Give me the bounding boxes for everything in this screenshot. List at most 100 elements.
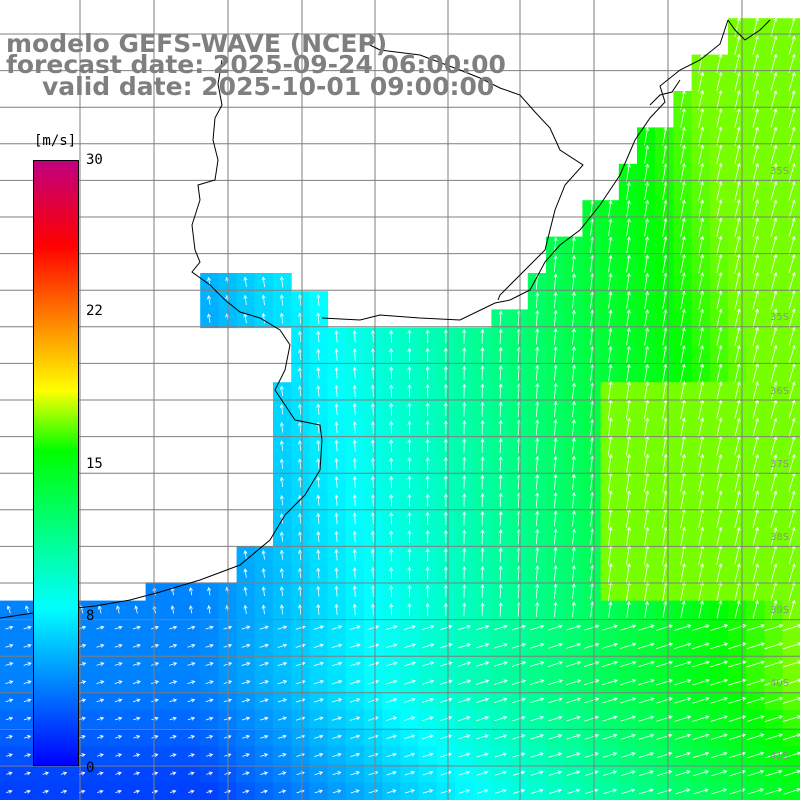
wind-arrow [644,490,650,511]
wind-arrow [334,603,339,615]
wind-arrow [403,625,416,631]
wind-arrow [457,624,472,631]
wind-arrow [298,567,303,579]
wind-arrow [78,625,87,630]
wind-arrow [480,492,485,508]
lat-label-37s: 37S [770,459,790,470]
wind-arrow [425,529,430,544]
wind-arrow [590,309,595,327]
wind-arrow [571,473,576,491]
wind-arrow [656,624,674,631]
wind-arrow [133,735,141,739]
wind-arrow [529,679,545,685]
wind-arrow [680,417,686,438]
wind-arrow [770,162,778,183]
wind-arrow [458,716,471,722]
wind-arrow [151,753,159,758]
wind-arrow [716,490,723,510]
wind-arrow [571,455,576,472]
wind-arrow [590,236,595,254]
wind-arrow [680,108,686,128]
wind-arrow [512,770,526,776]
wind-arrow [553,510,558,527]
wind-arrow [644,600,649,618]
wind-arrow [680,327,686,346]
wind-arrow [662,272,668,291]
wind-arrow [480,365,485,381]
wind-arrow [78,662,87,666]
wind-arrow [698,581,705,602]
wind-arrow [770,35,778,55]
wind-arrow [770,581,778,601]
wind-arrow [421,697,435,703]
wind-arrow [590,346,595,364]
wind-arrow [243,549,248,560]
wind-arrow [680,144,686,164]
wind-arrow [331,698,343,703]
wind-arrow [788,308,796,328]
wind-arrow [114,662,123,666]
wind-arrow [350,789,360,794]
wind-arrow [480,347,485,362]
wind-arrow [770,217,778,237]
wind-arrow [716,217,723,237]
wind-arrow [207,586,212,596]
wind-arrow [259,625,269,630]
wind-arrow [243,294,248,306]
wind-arrow [370,566,375,579]
wind-arrow [734,563,741,583]
wind-arrow [241,661,251,666]
wind-arrow [368,734,379,739]
wind-arrow [788,454,796,474]
wind-arrow [475,679,490,685]
wind-arrow [279,294,284,306]
wind-arrow [386,789,397,794]
wind-arrow [260,753,269,757]
wind-arrow [350,734,361,739]
wind-arrow [114,643,123,648]
wind-arrow [443,493,448,507]
wind-arrow [314,734,324,739]
wind-arrow [476,697,490,703]
wind-arrow [352,548,357,561]
wind-arrow [656,642,674,649]
wind-arrow [620,697,637,704]
wind-arrow [553,601,558,618]
wind-arrow [680,235,686,255]
wind-arrow [680,526,686,547]
wind-arrow [608,291,613,309]
wind-arrow [602,624,619,631]
wind-arrow [788,490,796,510]
wind-arrow [498,583,503,599]
wind-arrow [205,716,214,721]
wind-arrow [279,385,284,397]
wind-arrow [403,697,416,703]
wind-arrow [261,586,266,596]
wind-arrow [115,789,122,794]
wind-arrow [765,769,783,777]
wind-arrow [770,290,778,310]
wind-arrow [443,383,448,398]
wind-arrow [620,770,636,777]
wind-arrow [494,752,508,758]
wind-arrow [475,624,490,631]
wind-arrow [584,697,600,704]
wind-arrow [187,625,196,630]
wind-arrow [150,625,160,630]
wind-arrow [692,660,710,668]
wind-arrow [407,584,412,598]
wind-arrow [608,218,613,237]
wind-arrow [370,421,375,434]
wind-arrow [498,456,503,472]
wind-arrow [638,697,655,704]
wind-arrow [770,180,778,201]
wind-arrow [607,526,613,547]
wind-arrow [626,453,631,474]
wind-arrow [590,200,595,218]
wind-arrow [480,328,485,344]
wind-arrow [656,770,673,777]
wind-arrow [169,625,178,630]
wind-arrow [788,108,796,128]
wind-arrow [584,679,600,686]
wind-arrow [334,549,339,561]
